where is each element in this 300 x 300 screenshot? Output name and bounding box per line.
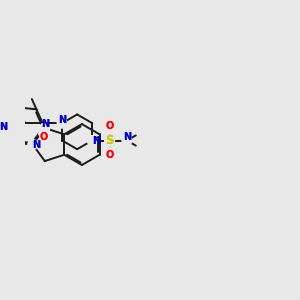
Text: N: N	[92, 136, 100, 146]
Text: O: O	[106, 121, 114, 131]
Text: N: N	[92, 136, 100, 146]
Circle shape	[87, 136, 97, 146]
Circle shape	[28, 140, 38, 149]
Text: N: N	[123, 132, 131, 142]
Circle shape	[40, 123, 50, 133]
Text: S: S	[105, 134, 114, 147]
Text: N: N	[0, 122, 7, 132]
Circle shape	[105, 136, 115, 146]
Circle shape	[122, 136, 132, 146]
Text: N: N	[58, 115, 66, 124]
Text: S: S	[105, 134, 114, 147]
Text: N: N	[41, 119, 49, 130]
Text: N: N	[41, 119, 49, 130]
Circle shape	[57, 118, 67, 128]
Text: O: O	[106, 150, 114, 160]
Circle shape	[39, 128, 49, 138]
Text: N: N	[32, 140, 41, 149]
Text: O: O	[106, 121, 114, 131]
Text: O: O	[40, 132, 48, 142]
Text: N: N	[32, 140, 41, 149]
Text: N: N	[58, 115, 66, 124]
Circle shape	[105, 124, 115, 134]
Circle shape	[105, 147, 115, 157]
Text: N: N	[123, 132, 131, 142]
Circle shape	[0, 119, 9, 129]
Text: N: N	[0, 122, 7, 132]
Text: O: O	[106, 150, 114, 160]
Text: O: O	[40, 132, 48, 142]
